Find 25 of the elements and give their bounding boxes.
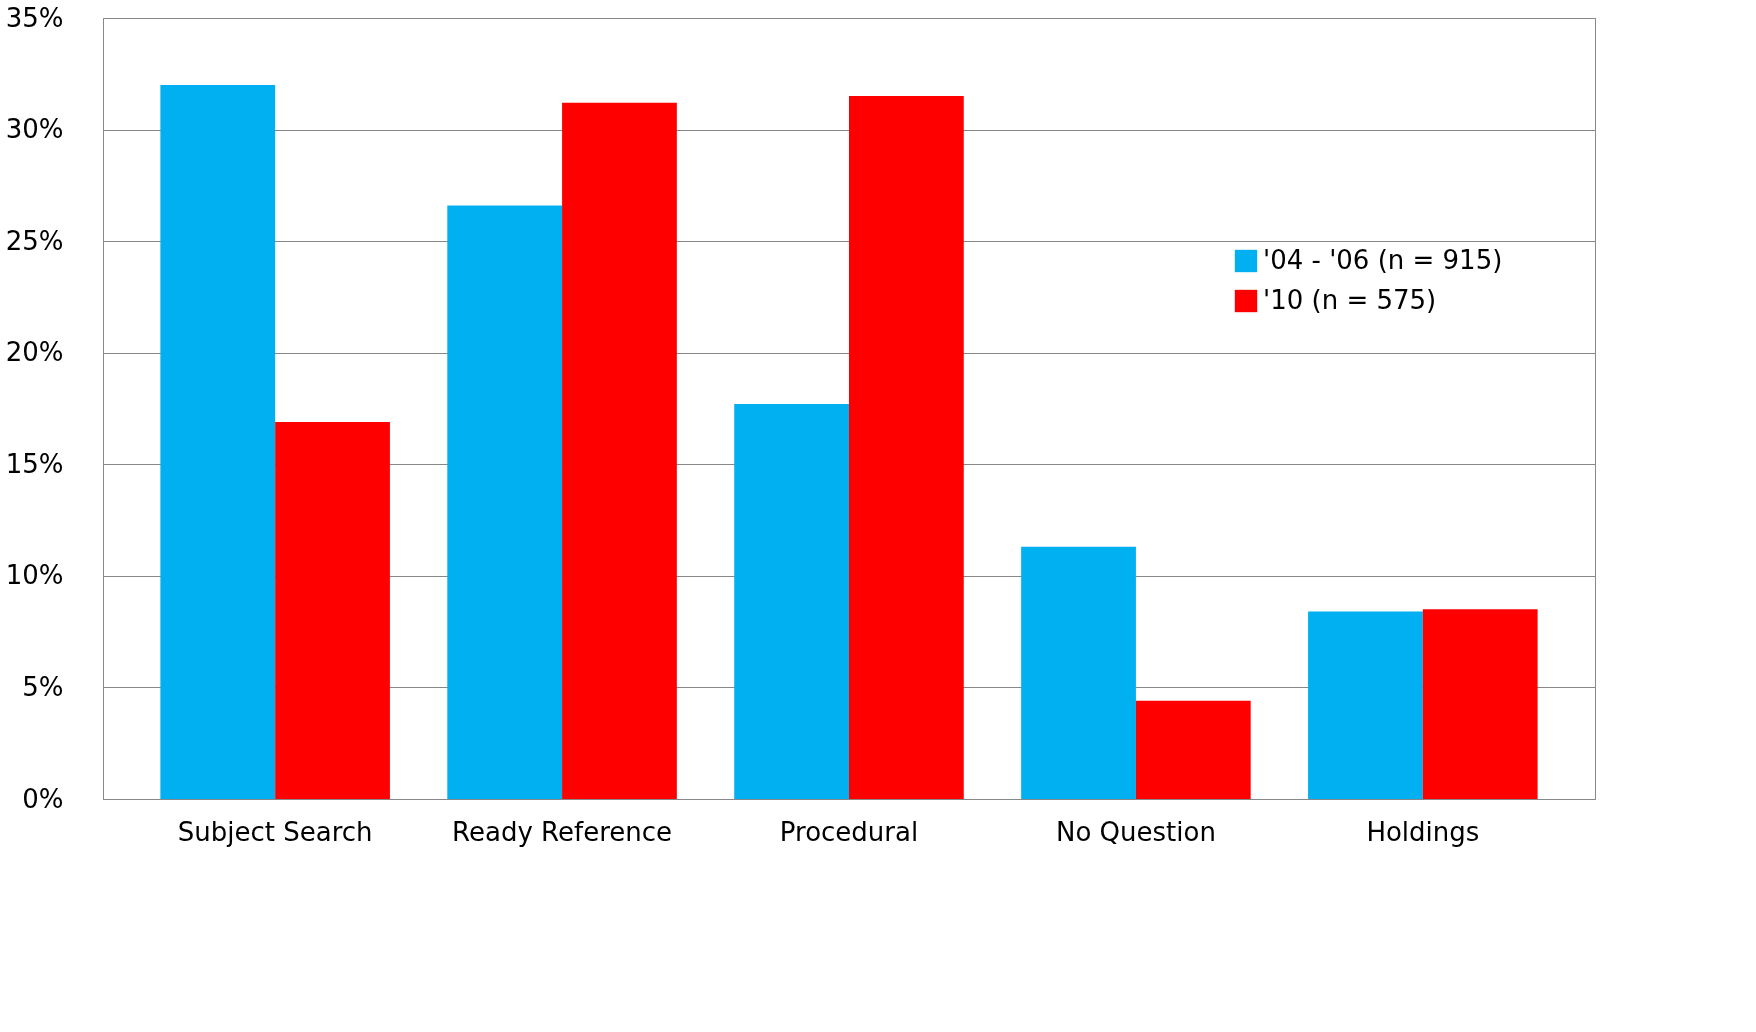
y-tick-label: 35% xyxy=(5,2,64,33)
bar xyxy=(160,84,276,799)
bar xyxy=(1135,700,1251,799)
x-tick-label: No Question xyxy=(1055,816,1216,847)
x-tick-label: Holdings xyxy=(1366,816,1480,847)
bar xyxy=(734,404,849,799)
legend-label: '10 (n = 575) xyxy=(1263,285,1437,315)
bar xyxy=(447,205,563,799)
bar xyxy=(275,421,390,799)
x-tick-label: Procedural xyxy=(779,816,919,847)
bar xyxy=(562,102,677,799)
x-tick-label: Subject Search xyxy=(177,816,373,847)
legend-label: '04 - '06 (n = 915) xyxy=(1263,245,1503,275)
y-tick-label: 30% xyxy=(5,114,64,145)
y-tick-label: 15% xyxy=(5,448,64,479)
y-tick-label: 10% xyxy=(5,560,64,591)
bar xyxy=(1422,609,1538,799)
y-tick-label: 5% xyxy=(22,671,64,702)
y-tick-label: 25% xyxy=(5,225,64,256)
bar xyxy=(849,96,964,799)
bar xyxy=(1021,546,1136,799)
x-tick-label: Ready Reference xyxy=(452,816,673,847)
y-tick-label: 0% xyxy=(22,783,64,814)
bar xyxy=(1308,611,1423,799)
y-tick-label: 20% xyxy=(5,337,64,368)
